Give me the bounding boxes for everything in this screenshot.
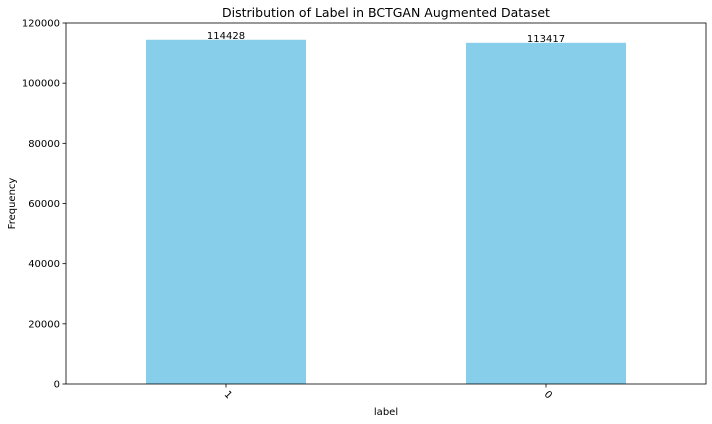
y-tick-label: 0 (54, 380, 60, 391)
plot-frame (65, 22, 707, 385)
bars-layer (146, 39, 626, 385)
x-axis-label: label (374, 407, 398, 418)
bar-0 (466, 42, 626, 384)
value-labels-layer: 114428 113417 (207, 31, 565, 45)
bar-1 (146, 39, 306, 385)
chart-title: Distribution of Label in BCTGAN Augmente… (222, 5, 550, 20)
y-tick-label: 100000 (22, 79, 60, 90)
value-label-1: 114428 (207, 31, 245, 42)
value-label-0: 113417 (527, 34, 565, 45)
y-tick-label: 40000 (28, 259, 60, 270)
y-tick-label: 60000 (28, 199, 60, 210)
y-axis: 0 20000 40000 60000 80000 100000 120000 (22, 19, 66, 391)
x-tick-label: 0 (542, 389, 554, 401)
y-tick-label: 20000 (28, 319, 60, 330)
y-tick-label: 80000 (28, 139, 60, 150)
y-tick-label: 120000 (22, 19, 60, 30)
y-axis-label: Frequency (7, 178, 18, 230)
x-tick-label: 1 (222, 389, 234, 401)
